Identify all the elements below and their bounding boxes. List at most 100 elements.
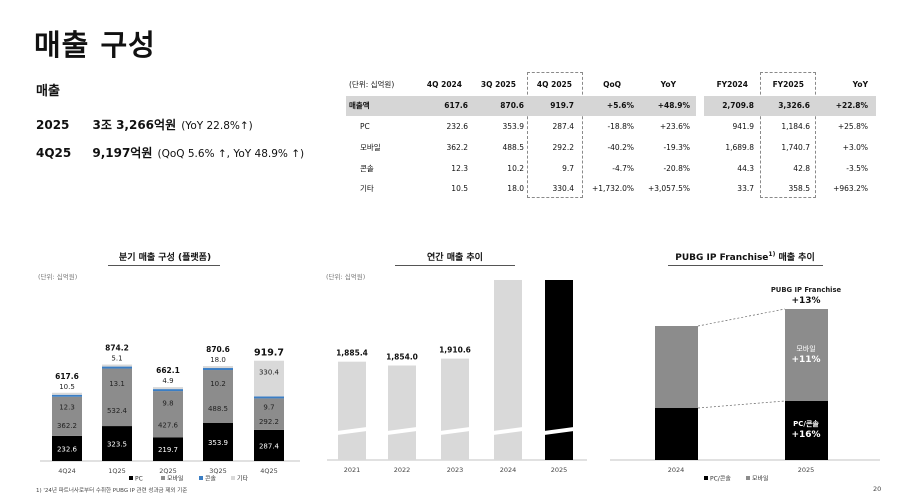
pubg-mobile-growth: +11%: [791, 355, 820, 365]
quarterly-mobile-label: 292.2: [259, 418, 279, 426]
annual-value-label: 1,854.0: [386, 353, 418, 362]
quarterly-bar-segment: [153, 391, 183, 438]
table-row: 콘솔 12.3 10.2 9.7 -4.7% -20.8% 44.3 42.8 …: [346, 159, 876, 179]
quarterly-console-label: 12.3: [59, 404, 75, 412]
quarterly-x-tick: 4Q25: [260, 467, 278, 475]
quarterly-x-tick: 4Q24: [58, 467, 76, 475]
quarterly-title-text: 분기 매출 구성 (플랫폼): [118, 253, 212, 263]
table-cell: 358.5: [788, 184, 810, 193]
quarterly-console-label: 10.2: [210, 380, 226, 388]
summary-value: 9,197억원: [92, 146, 153, 160]
table-row: 모바일 362.2 488.5 292.2 -40.2% -19.3% 1,68…: [346, 138, 876, 158]
quarterly-stacked-chart: 232.6 362.2 12.3 10.5 617.6 4Q24 323.5 532.4 13.…: [40, 344, 300, 483]
quarterly-bar-segment: [52, 394, 82, 397]
pubg-title-sup: 1): [768, 251, 776, 258]
quarterly-console-label: 9.8: [162, 400, 173, 408]
table-cell: +25.8%: [837, 122, 868, 131]
table-unit: (단위: 십억원): [349, 80, 395, 89]
quarterly-mobile-label: 488.5: [208, 405, 228, 413]
quarterly-x-tick: 2Q25: [159, 467, 177, 475]
quarterly-bar-segment: [102, 426, 132, 461]
quarterly-total-label: 874.2: [105, 344, 129, 353]
table-col-header: 4Q 2025: [536, 80, 572, 89]
quarterly-legend-label: 기타: [237, 475, 249, 483]
quarterly-pc-label: 353.9: [208, 439, 228, 447]
table-cell: +1,732.0%: [591, 184, 634, 193]
table-cell: 1,689.8: [725, 143, 754, 152]
table-cell: +23.6%: [659, 122, 690, 131]
pubg-legend-swatch: [704, 476, 708, 480]
table-cell: 362.2: [446, 143, 468, 152]
quarterly-total-label: 919.7: [254, 348, 284, 359]
table-cell: 232.6: [446, 122, 468, 131]
quarterly-console-label: 9.7: [263, 403, 274, 411]
pubg-chart-title: PUBG IP Franchise1) 매출 추이: [610, 250, 880, 263]
table-cell: 287.4: [552, 122, 574, 131]
pubg-pc-growth: +16%: [791, 430, 820, 440]
quarterly-legend-swatch: [161, 476, 165, 480]
annual-bar: [388, 365, 416, 460]
pubg-mobile-label: 모바일: [796, 344, 815, 353]
quarterly-other-label: 4.9: [162, 377, 173, 385]
pubg-2024-pc-bar: [655, 408, 698, 460]
annual-value-label: 1,910.6: [439, 346, 471, 355]
table-cell: -4.7%: [612, 164, 634, 173]
table-cell: 617.6: [444, 101, 468, 110]
quarterly-pc-label: 287.4: [259, 442, 280, 450]
annual-title-underline: [395, 265, 515, 266]
table-row-label: 매출액: [349, 101, 370, 110]
quarterly-total-label: 617.6: [55, 372, 79, 381]
quarterly-bar-segment: [203, 370, 233, 423]
quarterly-bar-segment: [153, 387, 183, 390]
table-cell: 941.9: [732, 122, 754, 131]
quarterly-pc-label: 323.5: [107, 441, 127, 449]
table-cell: 18.0: [507, 184, 524, 193]
table-cell: -20.8%: [663, 164, 690, 173]
pubg-x-tick: 2024: [668, 466, 685, 474]
pubg-franchise-label: PUBG IP Franchise: [771, 286, 842, 294]
table-cell: 488.5: [502, 143, 524, 152]
table-cell: 330.4: [552, 184, 574, 193]
quarterly-mobile-label: 362.2: [57, 422, 77, 430]
summary-detail: (YoY 22.8%↑): [181, 120, 253, 132]
quarterly-pc-label: 232.6: [57, 445, 78, 453]
annual-axis-break: [493, 427, 523, 435]
table-cell: +963.2%: [833, 184, 868, 193]
quarterly-bar-segment: [52, 396, 82, 436]
annual-bar: [441, 358, 469, 460]
table-cell: 353.9: [502, 122, 524, 131]
annual-axis-break: [440, 427, 470, 435]
table-cell: +5.6%: [606, 101, 634, 110]
pubg-2025-pc-bar: [785, 401, 828, 460]
table-cell: -18.8%: [607, 122, 634, 131]
table-cell: +3.0%: [842, 143, 868, 152]
quarterly-console-label: 13.1: [109, 380, 125, 388]
table-cell: 919.7: [550, 101, 574, 110]
table-cell: 44.3: [737, 164, 754, 173]
page-number: 20: [873, 485, 882, 493]
quarterly-x-tick: 1Q25: [108, 467, 126, 475]
table-row: 기타 10.5 18.0 330.4 +1,732.0% +3,057.5% 3…: [346, 179, 876, 199]
table-col-header: YoY: [660, 80, 676, 89]
table-cell: 33.7: [737, 184, 754, 193]
table-cell: 292.2: [552, 143, 574, 152]
quarterly-other-label: 5.1: [111, 355, 122, 363]
summary-value: 3조 3,266억원: [92, 118, 177, 132]
quarterly-other-label: 330.4: [259, 369, 280, 377]
annual-bar: [338, 361, 366, 460]
quarterly-legend-label: PC: [135, 476, 143, 483]
table-row-label: 모바일: [360, 143, 381, 152]
table-cell: 2,709.8: [722, 101, 754, 110]
quarterly-bar-segment: [203, 422, 233, 461]
annual-chart-title: 연간 매출 추이: [325, 250, 585, 263]
summary-row-annual: 2025 3조 3,266억원 (YoY 22.8%↑): [36, 114, 253, 133]
table-cell: 42.8: [793, 164, 810, 173]
quarterly-bar-segment: [153, 437, 183, 461]
quarterly-legend-label: 콘솔: [205, 475, 217, 483]
table-cell: 1,184.6: [781, 122, 810, 131]
annual-x-tick: 2023: [447, 466, 464, 474]
quarterly-x-tick: 3Q25: [209, 467, 227, 475]
table-row-label: 기타: [360, 184, 374, 193]
annual-axis-break: [544, 427, 574, 435]
pubg-legend-label: PC/콘솔: [710, 475, 731, 483]
